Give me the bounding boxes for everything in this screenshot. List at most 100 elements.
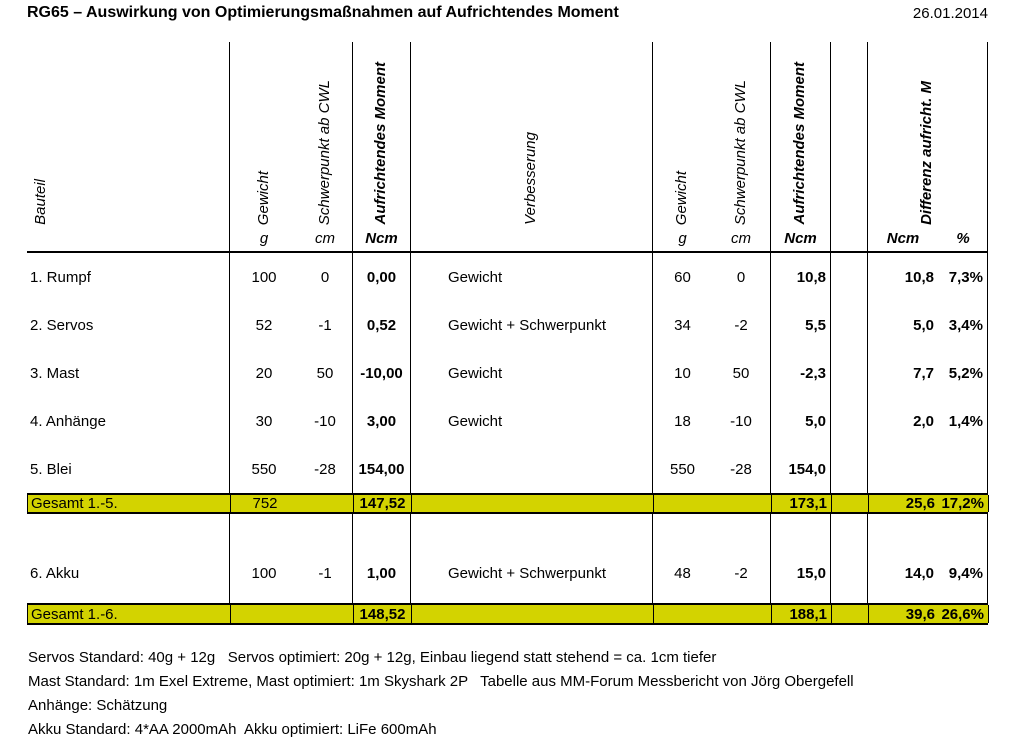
- cell-ncm-opt: 15,0: [771, 549, 831, 597]
- cell-cm-opt: -2: [712, 549, 771, 597]
- table-row-mast: 3. Mast 20 50 -10,00 Gewicht 10 50 -2,3 …: [27, 349, 988, 397]
- cell-g-opt: 34: [674, 316, 691, 334]
- cell-cm-opt: -2: [712, 301, 771, 349]
- col-label-verbesserung: Verbesserung: [522, 132, 540, 225]
- spacer-row-small: [27, 597, 988, 603]
- col-header-schwerpunkt-1: Schwerpunkt ab CWL cm: [298, 42, 353, 251]
- col-header-gewicht-2: Gewicht g: [653, 42, 712, 251]
- cell-spacer: [831, 445, 868, 493]
- table-row-anhaenge: 4. Anhänge 30 -10 3,00 Gewicht 18 -10 5,…: [27, 397, 988, 445]
- table-row-servos: 2. Servos 52 -1 0,52 Gewicht + Schwerpun…: [27, 301, 988, 349]
- cell-spacer: [831, 301, 868, 349]
- cell-total-label: Gesamt 1.-6.: [28, 605, 231, 623]
- footnote-anhaenge: Anhänge: Schätzung: [28, 697, 168, 714]
- col-label-gewicht-1: Gewicht: [254, 170, 272, 225]
- cell-spacer: [831, 397, 868, 445]
- col-header-moment-2: Aufrichtendes Moment Ncm: [771, 42, 831, 251]
- cell-verbesserung: [412, 605, 654, 623]
- cell-bauteil: 3. Mast: [27, 349, 230, 397]
- col-label-gewicht-2: Gewicht: [673, 170, 691, 225]
- cell-ncm-opt: 188,1: [772, 605, 832, 623]
- cell-verbesserung: Gewicht: [411, 253, 653, 301]
- cell-spacer: [831, 549, 868, 597]
- footnote-akku: Akku Standard: 4*AA 2000mAh Akku optimie…: [28, 721, 437, 738]
- unit-percent: %: [956, 230, 970, 247]
- col-header-verbesserung: Verbesserung: [411, 42, 653, 251]
- cell-diff-ncm: [868, 445, 938, 493]
- table-row-blei: 5. Blei 550 -28 154,00 550 -28 154,0: [27, 445, 988, 493]
- cell-diff-ncm: 14,0: [904, 564, 934, 582]
- col-label-bauteil: Bauteil: [32, 179, 49, 225]
- cell-ncm-opt: 5,0: [771, 397, 831, 445]
- cell-bauteil: 5. Blei: [27, 445, 230, 493]
- cell-bauteil: 2. Servos: [27, 301, 230, 349]
- cell-verbesserung: Gewicht: [411, 397, 653, 445]
- cell-spacer: [831, 253, 868, 301]
- cell-total-label: Gesamt 1.-5.: [28, 495, 231, 512]
- cell-verbesserung: Gewicht: [411, 349, 653, 397]
- footnotes: Servos Standard: 40g + 12g Servos optimi…: [28, 646, 854, 738]
- cell-cm-std: -1: [298, 549, 353, 597]
- cell-ncm-std: 0,52: [353, 301, 411, 349]
- cell-spacer: [831, 349, 868, 397]
- cell-ncm-std: 1,00: [353, 549, 411, 597]
- cell-cm-std: -1: [298, 301, 353, 349]
- cell-cm-std: -10: [298, 397, 353, 445]
- cell-cm-opt: [713, 495, 772, 512]
- table-header-row: Bauteil Gewicht g Schwerpunkt ab CWL cm …: [27, 42, 988, 253]
- cell-g-std: 100: [251, 268, 277, 286]
- date-label: 26.01.2014: [912, 5, 988, 22]
- cell-cm-opt: 50: [712, 349, 771, 397]
- cell-ncm-std: 154,00: [353, 445, 411, 493]
- cell-diff-ncm: 2,0: [913, 412, 934, 430]
- table-row-rumpf: 1. Rumpf 100 0 0,00 Gewicht 60 0 10,8 10…: [27, 253, 988, 301]
- cell-cm-std: [299, 495, 354, 512]
- cell-ncm-opt: 154,0: [771, 445, 831, 493]
- cell-spacer: [832, 605, 869, 623]
- col-header-gewicht-1: Gewicht g: [230, 42, 298, 251]
- total-row-1-5: Gesamt 1.-5. 752 147,52 173,1 25,6 17,2%: [27, 493, 989, 514]
- cell-spacer: [832, 495, 869, 512]
- cell-ncm-std: 0,00: [353, 253, 411, 301]
- cell-diff-ncm: 10,8: [904, 268, 934, 286]
- cell-diff-ncm: 7,7: [913, 364, 934, 382]
- cell-diff-pct: 17,2%: [939, 495, 989, 512]
- cell-g-std: 550: [251, 460, 277, 478]
- cell-g-opt: 18: [674, 412, 691, 430]
- cell-ncm-std: -10,00: [353, 349, 411, 397]
- cell-g-opt: [654, 605, 713, 623]
- col-label-moment-2: Aufrichtendes Moment: [791, 62, 809, 225]
- cell-ncm-std: 147,52: [354, 495, 412, 512]
- col-header-schwerpunkt-2: Schwerpunkt ab CWL cm: [712, 42, 771, 251]
- unit-cm-2: cm: [731, 230, 751, 247]
- cell-bauteil: 6. Akku: [27, 549, 230, 597]
- cell-ncm-opt: -2,3: [771, 349, 831, 397]
- cell-g-opt: [654, 495, 713, 512]
- cell-verbesserung: [412, 495, 654, 512]
- spacer-row: [27, 514, 988, 549]
- cell-ncm-opt: 173,1: [772, 495, 832, 512]
- col-header-differenz: Differenz aufricht. M Ncm %: [868, 42, 988, 251]
- total-row-1-6: Gesamt 1.-6. 148,52 188,1 39,6 26,6%: [27, 603, 989, 625]
- col-header-bauteil: Bauteil: [27, 42, 230, 251]
- unit-ncm-3: Ncm: [886, 230, 920, 247]
- unit-empty: [27, 225, 229, 251]
- cell-g-opt: 10: [674, 364, 691, 382]
- cell-ncm-std: 3,00: [353, 397, 411, 445]
- cell-diff-pct: [938, 445, 988, 493]
- cell-diff-ncm: 39,6: [905, 605, 935, 623]
- col-label-differenz: Differenz aufricht. M: [918, 81, 936, 225]
- cell-cm-std: [299, 605, 354, 623]
- cell-verbesserung: Gewicht + Schwerpunkt: [411, 301, 653, 349]
- cell-verbesserung: [411, 445, 653, 493]
- cell-ncm-opt: 10,8: [771, 253, 831, 301]
- cell-diff-ncm: 5,0: [913, 316, 934, 334]
- cell-bauteil: 4. Anhänge: [27, 397, 230, 445]
- footnote-mast: Mast Standard: 1m Exel Extreme, Mast opt…: [28, 673, 854, 690]
- cell-cm-opt: -10: [712, 397, 771, 445]
- cell-ncm-std: 148,52: [354, 605, 412, 623]
- cell-diff-ncm: 25,6: [905, 495, 935, 512]
- cell-g-std: 30: [255, 412, 273, 430]
- cell-g-opt: 48: [674, 564, 691, 582]
